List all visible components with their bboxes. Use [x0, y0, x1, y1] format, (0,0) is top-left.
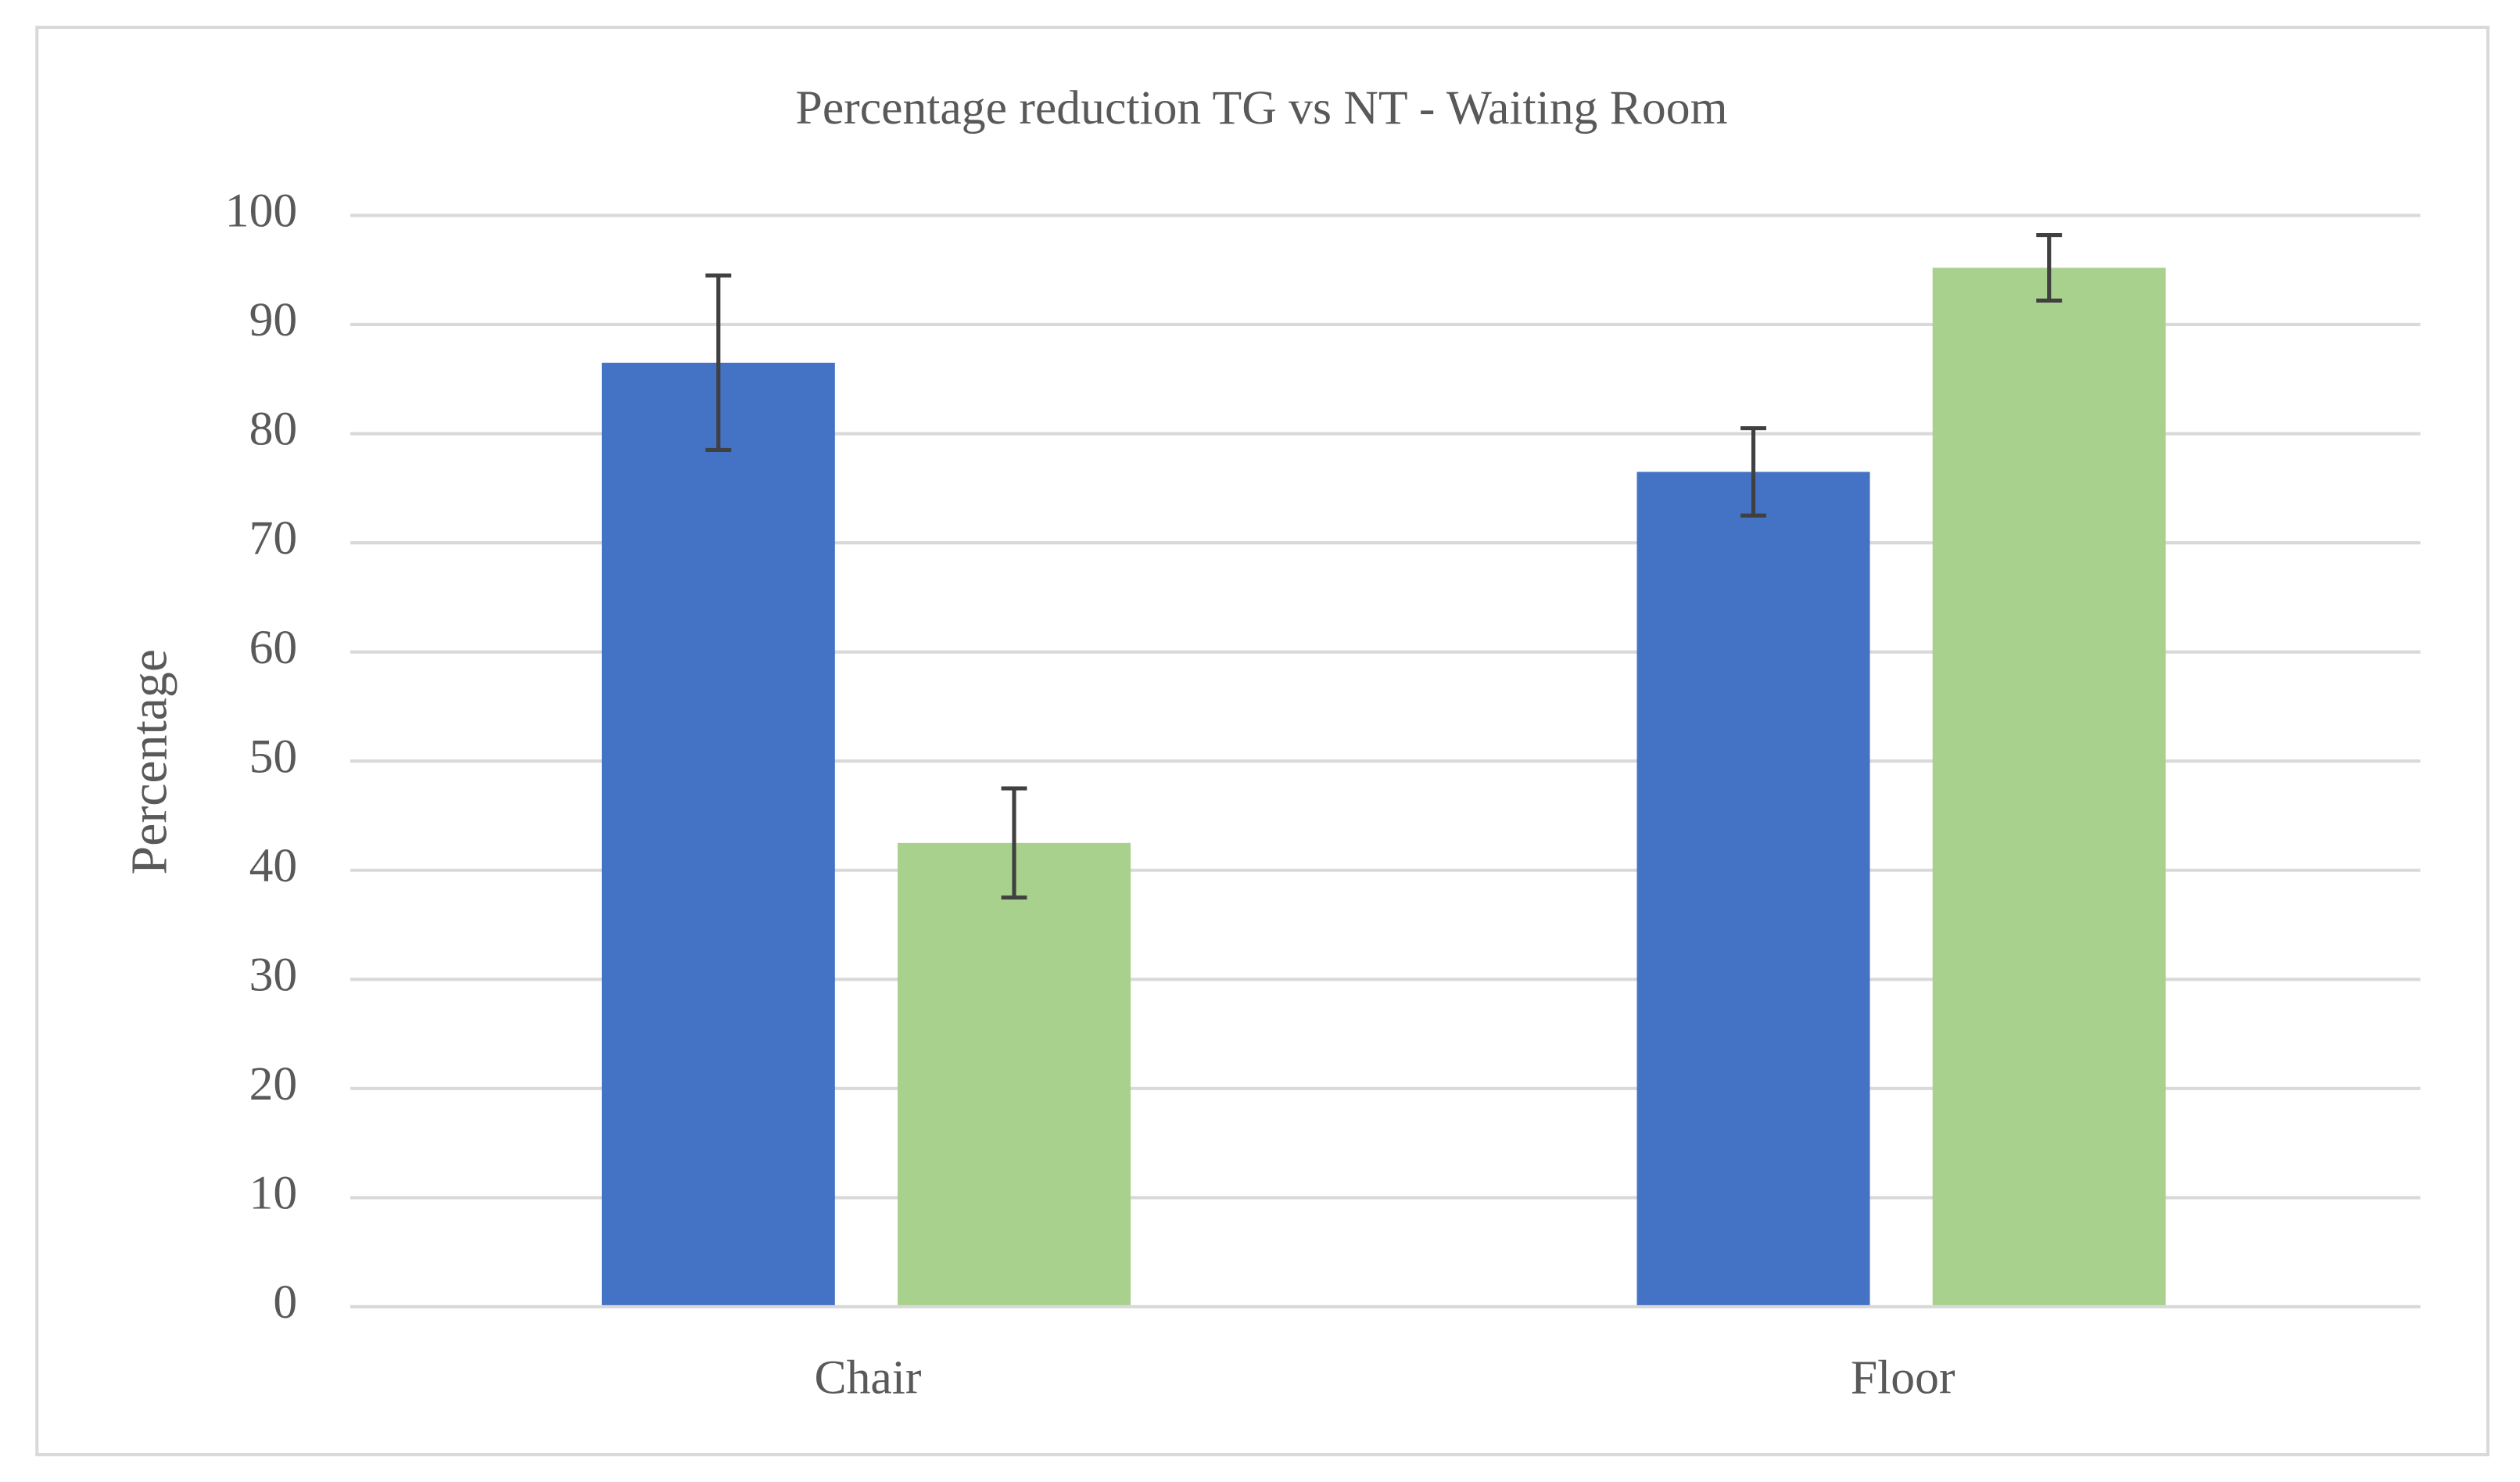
y-tick-label: 80: [249, 403, 298, 456]
chart-title: Percentage reduction TG vs NT - Waiting …: [796, 81, 1728, 135]
bar: [601, 362, 835, 1307]
error-bar: [1001, 786, 1027, 900]
error-bar: [1740, 425, 1766, 518]
y-tick-label: 30: [249, 948, 298, 1001]
x-tick-label: Floor: [1851, 1351, 1955, 1405]
y-tick-label: 100: [225, 185, 297, 238]
y-tick-label: 0: [273, 1276, 297, 1329]
y-tick-label: 40: [249, 839, 298, 892]
bar: [1932, 267, 2166, 1307]
y-tick-label: 20: [249, 1057, 298, 1111]
y-tick-label: 60: [249, 621, 298, 674]
error-bar: [705, 273, 732, 453]
y-tick-label: 10: [249, 1167, 298, 1220]
bar: [897, 842, 1131, 1307]
x-tick-label: Chair: [814, 1351, 921, 1405]
bar: [1636, 472, 1870, 1307]
y-axis-label: Percentage: [120, 649, 177, 874]
y-tick-label: 90: [249, 293, 298, 346]
y-tick-label: 70: [249, 511, 298, 565]
error-bar: [2036, 232, 2063, 303]
y-tick-label: 50: [249, 730, 298, 783]
